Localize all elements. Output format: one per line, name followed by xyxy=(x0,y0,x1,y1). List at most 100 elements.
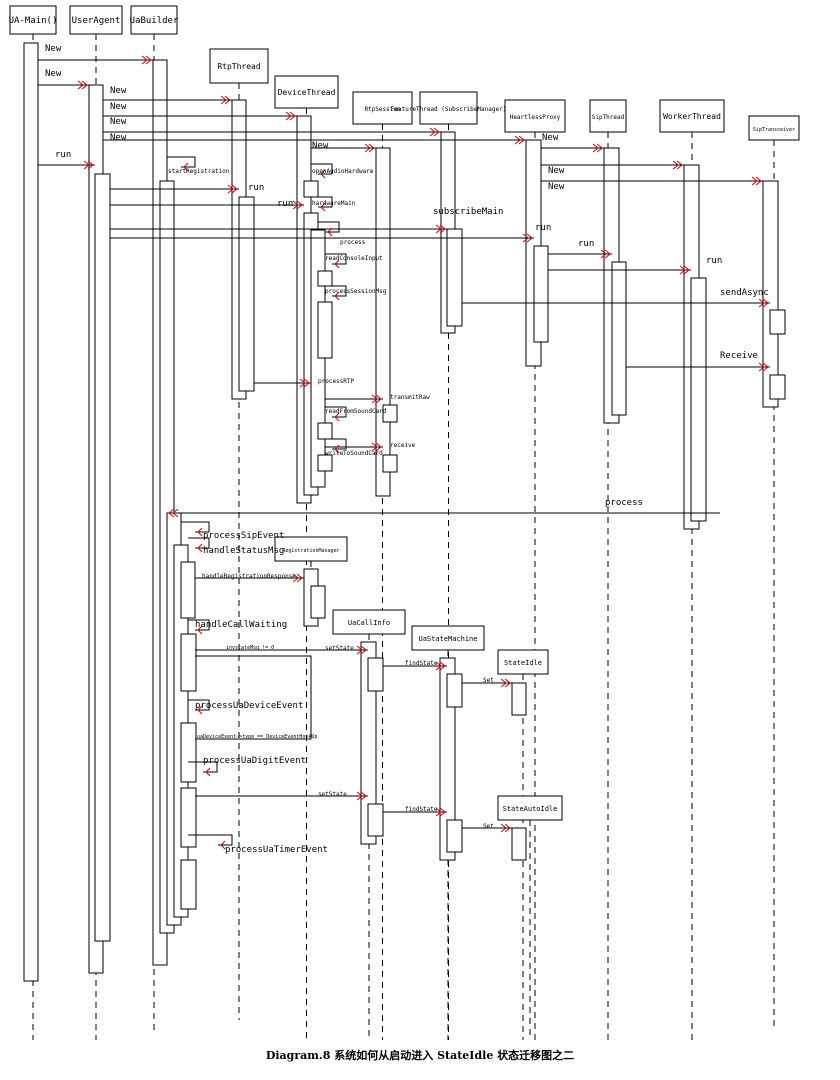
arrowhead-icon xyxy=(334,291,340,301)
lifeline-box xyxy=(274,75,339,109)
arrowhead-icon xyxy=(435,661,442,671)
message-label: uaDeviceEvent->type == DeviceEventHookUp xyxy=(197,734,317,740)
arrowhead-icon xyxy=(433,127,440,137)
activation-bar xyxy=(382,454,398,473)
arrowhead-icon xyxy=(375,442,382,452)
arrowhead-icon xyxy=(500,678,507,688)
arrowhead-icon xyxy=(145,55,152,65)
self-call-arrow xyxy=(188,537,210,549)
message-label: writeToSoundCard xyxy=(325,450,383,457)
arrowhead-icon xyxy=(435,224,442,234)
activation-bar xyxy=(317,454,333,472)
message-label: New xyxy=(110,102,127,112)
arrowhead-icon xyxy=(231,184,238,194)
lifeline-label: DeviceThread xyxy=(278,88,336,97)
arrowhead-icon xyxy=(360,791,367,801)
lifeline-box xyxy=(209,48,269,84)
arrowhead-icon xyxy=(360,645,367,655)
message-label: run xyxy=(706,256,722,266)
arrowhead-icon xyxy=(183,162,189,172)
activation-bar xyxy=(180,722,197,783)
lifeline-label: FeatureThread (SubscribeManager) xyxy=(391,106,507,113)
arrowhead-icon xyxy=(604,249,611,259)
arrowhead-icon xyxy=(755,176,762,186)
activation-bar xyxy=(446,228,463,327)
lifeline-label: UaStateMachine xyxy=(418,635,477,643)
activation-bar xyxy=(533,245,549,343)
message-label: processRTP xyxy=(318,378,355,385)
arrowhead-icon xyxy=(303,378,310,388)
lifeline-label: SipThread xyxy=(592,114,625,121)
message-label: run xyxy=(248,183,264,193)
self-call-arrow xyxy=(311,196,333,208)
activation-bar xyxy=(446,819,463,853)
message-label: processSessionMsg xyxy=(325,288,387,295)
arrowhead-icon xyxy=(296,573,303,583)
arrowhead-icon xyxy=(526,233,533,243)
message-label: New xyxy=(110,133,127,143)
arrowhead-icon xyxy=(364,143,371,153)
arrowhead-icon xyxy=(356,645,363,655)
arrowhead-icon xyxy=(676,160,683,170)
arrowhead-icon xyxy=(197,625,203,635)
activation-bar xyxy=(180,561,196,619)
arrowhead-icon xyxy=(429,127,436,137)
message-label: run xyxy=(277,199,293,209)
lifeline-box xyxy=(9,5,57,35)
arrowhead-icon xyxy=(299,378,306,388)
lifeline-box xyxy=(274,536,348,562)
message-label: New xyxy=(45,69,62,79)
message-label: Set xyxy=(483,677,494,684)
arrowhead-icon xyxy=(87,160,94,170)
arrowhead-icon xyxy=(289,111,296,121)
arrowhead-icon xyxy=(220,95,227,105)
arrowhead-icon xyxy=(439,661,446,671)
message-label: New xyxy=(45,44,62,54)
message-label: run xyxy=(578,239,594,249)
lifeline-box xyxy=(352,91,413,125)
activation-bar xyxy=(382,404,398,423)
message-label: handleRegistrationResponse xyxy=(202,573,296,580)
lifeline-box xyxy=(748,115,800,141)
lifeline-label: RtpThread xyxy=(217,62,261,71)
activation-bar xyxy=(23,42,39,982)
arrowhead-icon xyxy=(672,160,679,170)
lifeline-label: StateIdle xyxy=(504,659,542,667)
arrowhead-icon xyxy=(77,80,84,90)
guard-frame xyxy=(195,655,312,740)
lifeline-label: SipTransceiver xyxy=(753,127,795,133)
arrowhead-icon xyxy=(762,298,769,308)
arrowhead-icon xyxy=(514,135,521,145)
message-label: processUaTimerEvent xyxy=(225,845,328,855)
activation-bar xyxy=(367,803,384,837)
lifeline-box xyxy=(659,99,725,133)
lifeline-label: UserAgent xyxy=(72,16,121,26)
activation-bar xyxy=(317,301,333,359)
activation-bar xyxy=(180,787,197,848)
arrowhead-icon xyxy=(168,508,175,518)
arrowhead-icon xyxy=(227,184,234,194)
arrowhead-icon xyxy=(224,95,231,105)
arrowhead-icon xyxy=(439,807,446,817)
arrowhead-icon xyxy=(205,767,211,777)
arrowhead-icon xyxy=(197,705,203,715)
activation-bar xyxy=(360,641,377,845)
activation-bar xyxy=(180,859,197,910)
arrowhead-icon xyxy=(522,233,529,243)
lifeline-label: HeartlessProxy xyxy=(510,114,561,121)
lifeline-label: StateAutoIdle xyxy=(503,805,558,813)
arrowhead-icon xyxy=(500,823,507,833)
activation-bar xyxy=(511,827,527,861)
arrowhead-icon xyxy=(518,135,525,145)
lifeline-box xyxy=(419,91,478,125)
arrowhead-icon xyxy=(758,298,765,308)
message-label: invstateMsg != 0 xyxy=(226,645,274,651)
arrowhead-icon xyxy=(596,143,603,153)
lifeline-box xyxy=(130,5,178,35)
arrowhead-icon xyxy=(292,200,299,210)
arrowhead-icon xyxy=(285,111,292,121)
arrowhead-icon xyxy=(334,412,340,422)
arrowhead-icon xyxy=(172,508,179,518)
message-label: Set xyxy=(483,823,494,830)
